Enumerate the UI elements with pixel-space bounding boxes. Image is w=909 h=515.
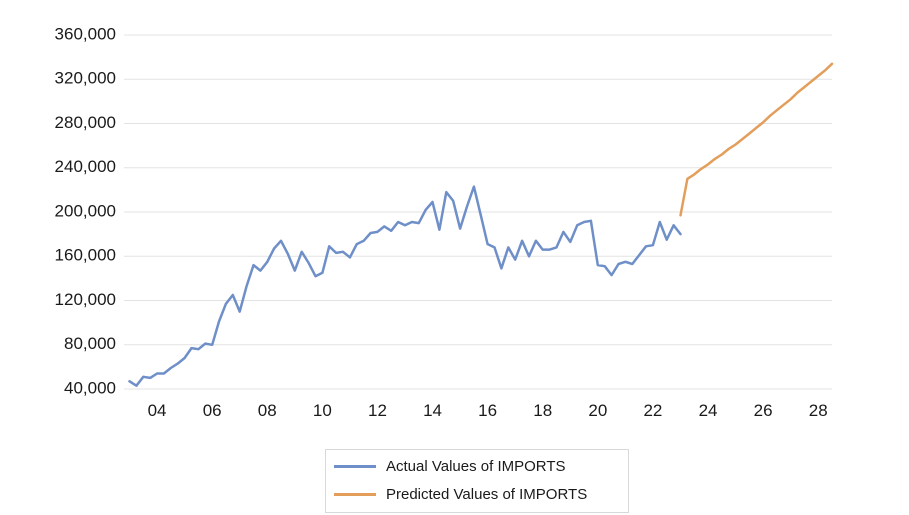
x-tick-label: 10 bbox=[313, 401, 332, 420]
x-tick-label: 22 bbox=[643, 401, 662, 420]
y-tick-label: 120,000 bbox=[55, 290, 116, 309]
x-tick-label: 14 bbox=[423, 401, 442, 420]
gridlines bbox=[124, 34, 832, 390]
legend: Actual Values of IMPORTS Predicted Value… bbox=[325, 449, 629, 513]
x-tick-label: 28 bbox=[809, 401, 828, 420]
x-axis-tick-labels: 04 06 08 10 12 14 16 18 20 22 24 26 28 bbox=[148, 401, 828, 420]
y-tick-label: 160,000 bbox=[55, 246, 116, 265]
y-tick-label: 200,000 bbox=[55, 201, 116, 220]
y-tick-label: 40,000 bbox=[64, 378, 116, 397]
x-tick-label: 12 bbox=[368, 401, 387, 420]
series-line-actual bbox=[128, 185, 682, 387]
legend-label-predicted: Predicted Values of IMPORTS bbox=[386, 485, 588, 503]
series-lines bbox=[128, 62, 834, 387]
legend-swatch-predicted bbox=[334, 492, 376, 496]
x-tick-label: 26 bbox=[754, 401, 773, 420]
x-tick-label: 24 bbox=[699, 401, 718, 420]
x-tick-label: 20 bbox=[588, 401, 607, 420]
x-tick-label: 16 bbox=[478, 401, 497, 420]
y-axis-tick-labels: 40,000 80,000 120,000 160,000 200,000 240,000… bbox=[55, 24, 116, 397]
y-tick-label: 240,000 bbox=[55, 157, 116, 176]
y-tick-label: 360,000 bbox=[55, 24, 116, 43]
legend-item-predicted: Predicted Values of IMPORTS bbox=[334, 483, 587, 505]
x-tick-label: 04 bbox=[148, 401, 167, 420]
y-tick-label: 320,000 bbox=[55, 69, 116, 88]
legend-item-actual: Actual Values of IMPORTS bbox=[334, 455, 566, 477]
legend-swatch-actual bbox=[334, 464, 376, 468]
y-tick-label: 280,000 bbox=[55, 113, 116, 132]
x-tick-label: 18 bbox=[533, 401, 552, 420]
x-tick-label: 08 bbox=[258, 401, 277, 420]
x-tick-label: 06 bbox=[203, 401, 222, 420]
legend-label-actual: Actual Values of IMPORTS bbox=[386, 457, 566, 475]
series-line-predicted bbox=[679, 62, 834, 217]
y-tick-label: 80,000 bbox=[64, 334, 116, 353]
